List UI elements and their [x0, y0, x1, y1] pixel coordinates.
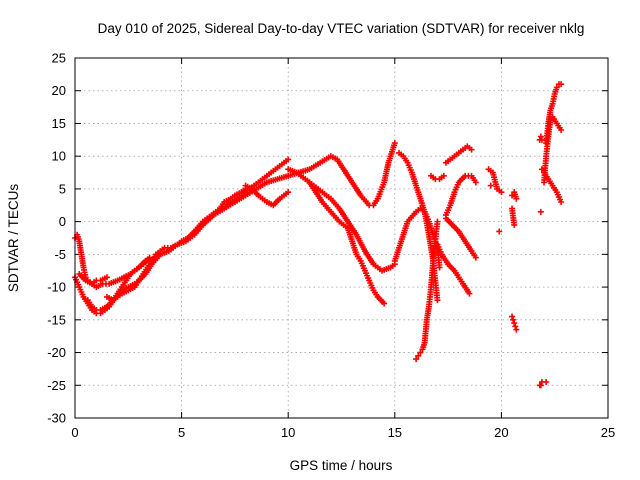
series-arc-f — [221, 156, 292, 212]
data-point — [511, 320, 518, 327]
data-point — [472, 179, 479, 186]
x-tick-label: 15 — [388, 425, 402, 440]
axis-ticks: 0 5 10 15 20 25 -30 -25 -20 -15 -10 -5 0 5 10 15 20 25 — [47, 51, 615, 441]
data-point — [558, 127, 565, 133]
data-point — [417, 349, 424, 356]
x-tick-label: 0 — [71, 425, 78, 440]
y-tick-label: -10 — [47, 280, 66, 295]
y-tick-label: 10 — [52, 149, 66, 164]
series-arc-a — [72, 231, 110, 287]
series-arc-g — [242, 182, 292, 209]
data-point — [511, 221, 518, 228]
y-tick-label: 20 — [52, 83, 66, 98]
series-arc-t — [509, 313, 520, 333]
data-point — [285, 156, 292, 163]
data-point — [434, 297, 441, 304]
series-arc-j — [306, 179, 388, 307]
data-point — [537, 208, 544, 215]
series-arc-i — [285, 166, 398, 274]
series-arc-n — [428, 172, 447, 183]
data-point — [285, 189, 292, 196]
x-tick-label: 25 — [601, 425, 615, 440]
data-point — [487, 182, 494, 189]
series-arc-v — [536, 133, 550, 385]
series-arc-q — [442, 172, 479, 219]
data-point — [146, 254, 153, 261]
y-tick-label: -15 — [47, 312, 66, 327]
y-tick-label: 5 — [59, 181, 66, 196]
data-point — [538, 379, 545, 385]
x-tick-label: 20 — [494, 425, 508, 440]
data-point — [381, 300, 388, 307]
series-arc-w — [536, 379, 545, 389]
data-point — [391, 140, 398, 147]
series-arc-h — [285, 140, 398, 209]
data-point — [537, 382, 544, 389]
data-point — [434, 218, 441, 225]
series-arc-s — [485, 166, 505, 235]
data-point — [415, 352, 422, 359]
y-tick-label: 25 — [52, 51, 66, 66]
data-point — [468, 146, 475, 153]
grid-lines — [75, 58, 608, 418]
y-tick-label: -25 — [47, 378, 66, 393]
data-point — [513, 326, 520, 333]
x-axis-label: GPS time / hours — [290, 458, 393, 473]
data-point — [509, 192, 516, 199]
data-point — [440, 172, 447, 179]
data-point — [436, 264, 443, 271]
series-arc-y — [541, 113, 565, 186]
data-point — [510, 316, 517, 323]
series-arc-o — [434, 241, 473, 297]
series-arc-p — [442, 143, 475, 166]
y-axis-label: SDTVAR / TECUs — [6, 184, 21, 293]
data-point — [513, 195, 520, 202]
data-point — [558, 199, 565, 205]
data-point — [538, 136, 545, 143]
series-arc-e — [103, 172, 292, 304]
series-arc-m — [413, 218, 441, 363]
y-tick-label: -30 — [47, 411, 66, 426]
y-tick-label: -5 — [54, 247, 66, 262]
y-tick-label: 0 — [59, 214, 66, 229]
data-point — [553, 84, 560, 91]
data-points — [72, 81, 565, 389]
series-arc-c — [76, 257, 149, 291]
series-arc-z — [543, 81, 565, 147]
data-point — [498, 189, 505, 196]
data-point — [472, 254, 479, 261]
chart-title: Day 010 of 2025, Sidereal Day-to-day VTE… — [98, 21, 585, 36]
series-arc-r — [442, 215, 479, 261]
data-point — [466, 290, 473, 297]
data-point — [496, 228, 503, 235]
data-point — [103, 274, 110, 281]
plot-frame — [74, 57, 609, 419]
x-tick-label: 5 — [178, 425, 185, 440]
y-tick-label: 15 — [52, 116, 66, 131]
series-arc-u — [509, 189, 520, 228]
data-point — [558, 81, 565, 88]
data-point — [512, 323, 519, 330]
y-tick-label: -20 — [47, 345, 66, 360]
x-tick-label: 10 — [281, 425, 295, 440]
data-point — [509, 313, 516, 320]
data-point — [142, 257, 149, 264]
data-point — [413, 356, 420, 363]
data-point — [537, 133, 544, 140]
data-point — [538, 166, 545, 173]
